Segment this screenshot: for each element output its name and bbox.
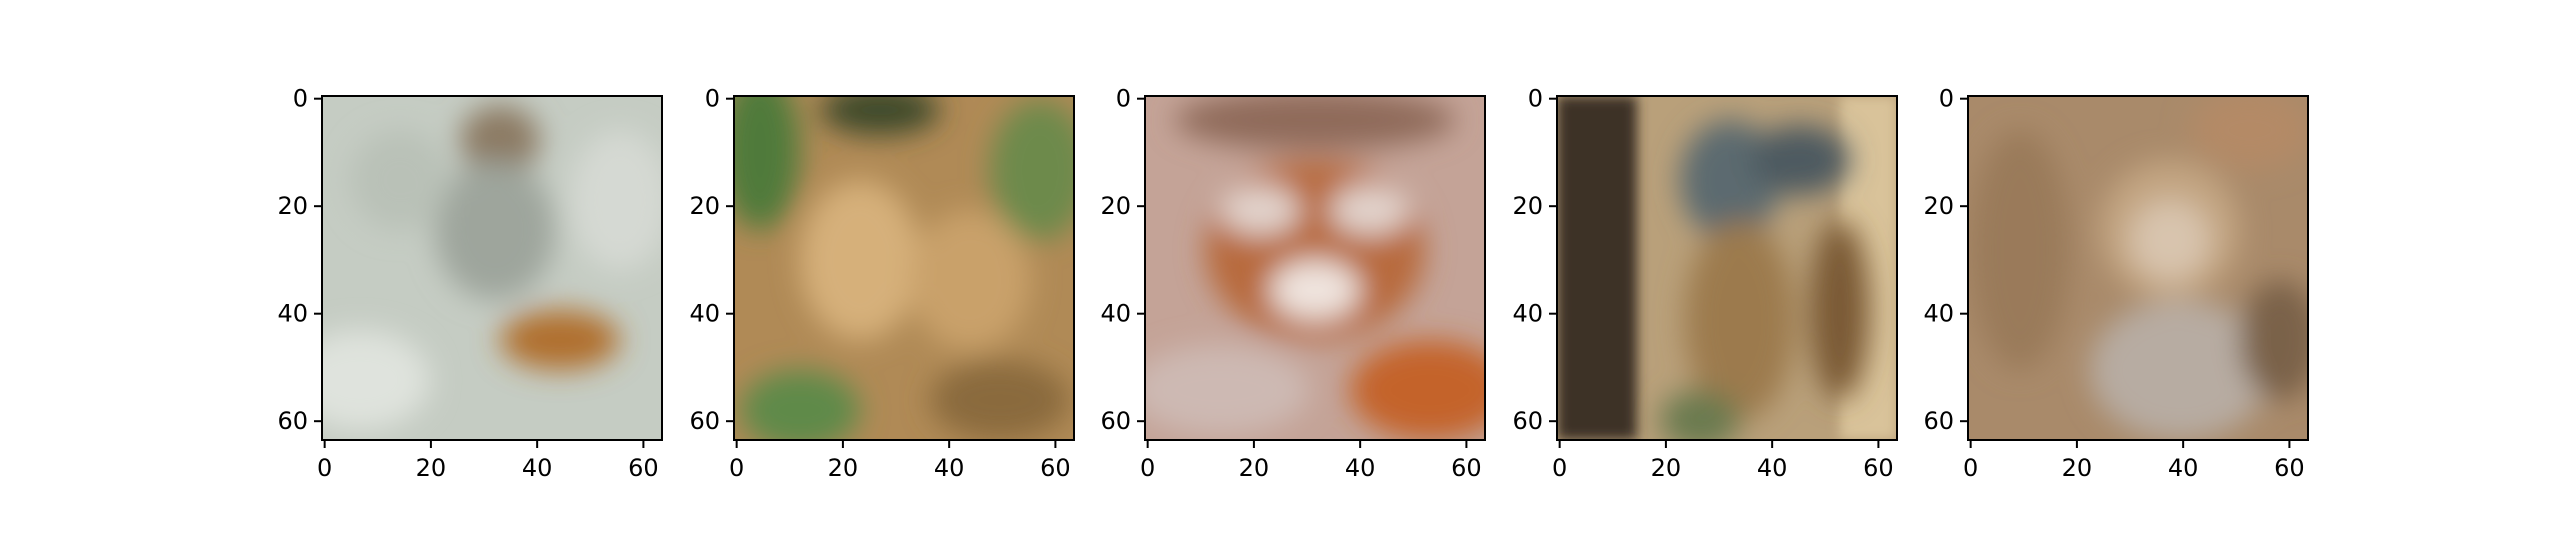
axes-layer: 0 20 40 60 0 20 40 60 0 20 40 60 0 20 40 60 0 20 40 60 0 20 40…: [277, 85, 2304, 482]
panel-1-x-tick-label: 40: [522, 454, 553, 482]
panel-4-y-tick-label: 0: [1528, 85, 1543, 113]
tiger-face-closeup-image: [1145, 96, 1485, 440]
panel-1-y-tick-label: 60: [277, 407, 308, 435]
panel-2-y-tick-label: 20: [689, 192, 720, 220]
panel-4-y-tick-label: 60: [1512, 407, 1543, 435]
panel-5-x-tick-label: 60: [2274, 454, 2305, 482]
panel-3-x-tick-label: 0: [1140, 454, 1155, 482]
panel-3-x-tick-label: 60: [1451, 454, 1482, 482]
panel-4-x-tick-label: 0: [1552, 454, 1567, 482]
panel-5-y-tick-label: 20: [1923, 192, 1954, 220]
panel-4-frame: [1556, 95, 1898, 441]
panel-2-x-tick-label: 40: [934, 454, 965, 482]
panel-2-y-tick-label: 40: [689, 300, 720, 328]
panel-2-x-tick-label: 0: [729, 454, 744, 482]
panel-3-y-tick-label: 60: [1100, 407, 1131, 435]
panel-5-y-tick-label: 60: [1923, 407, 1954, 435]
panel-5-y-tick-label: 0: [1939, 85, 1954, 113]
panel-2-y-tick-label: 0: [705, 85, 720, 113]
panel-4: [1556, 95, 1898, 441]
panel-2-x-tick-label: 20: [828, 454, 859, 482]
panel-2-x-tick-label: 60: [1040, 454, 1071, 482]
panel-3-y-tick-label: 40: [1100, 300, 1131, 328]
panel-2: [733, 95, 1075, 441]
panel-1-y-tick-label: 0: [293, 85, 308, 113]
panel-3-y-tick-label: 0: [1116, 85, 1131, 113]
panel-5-x-tick-label: 0: [1963, 454, 1978, 482]
panel-1-y-tick-label: 20: [277, 192, 308, 220]
panel-4-x-tick-label: 20: [1651, 454, 1682, 482]
panel-4-x-tick-label: 60: [1863, 454, 1894, 482]
panel-3-y-tick-label: 20: [1100, 192, 1131, 220]
panel-3-x-tick-label: 40: [1345, 454, 1376, 482]
panel-1-y-tick-label: 40: [277, 300, 308, 328]
tiger-snow-image: [322, 96, 662, 440]
tiger-cubs-grass-image: [734, 96, 1074, 440]
panel-4-x-tick-label: 40: [1757, 454, 1788, 482]
panel-5-frame: [1967, 95, 2309, 441]
panel-2-y-tick-label: 60: [689, 407, 720, 435]
panel-3: [1144, 95, 1486, 441]
panel-2-frame: [733, 95, 1075, 441]
panel-1: [321, 95, 663, 441]
panel-5-x-tick-label: 20: [2062, 454, 2093, 482]
panel-3-frame: [1144, 95, 1486, 441]
panel-3-x-tick-label: 20: [1239, 454, 1270, 482]
panel-1-x-tick-label: 60: [628, 454, 659, 482]
panel-1-x-tick-label: 20: [416, 454, 447, 482]
panel-5-x-tick-label: 40: [2168, 454, 2199, 482]
panel-5: [1967, 95, 2309, 441]
panel-5-y-tick-label: 40: [1923, 300, 1954, 328]
tiger-standing-tree-image: [1557, 96, 1897, 440]
panel-1-frame: [321, 95, 663, 441]
tiger-sitting-image: [1968, 96, 2308, 440]
panel-4-y-tick-label: 20: [1512, 192, 1543, 220]
panel-1-x-tick-label: 0: [317, 454, 332, 482]
panel-4-y-tick-label: 40: [1512, 300, 1543, 328]
